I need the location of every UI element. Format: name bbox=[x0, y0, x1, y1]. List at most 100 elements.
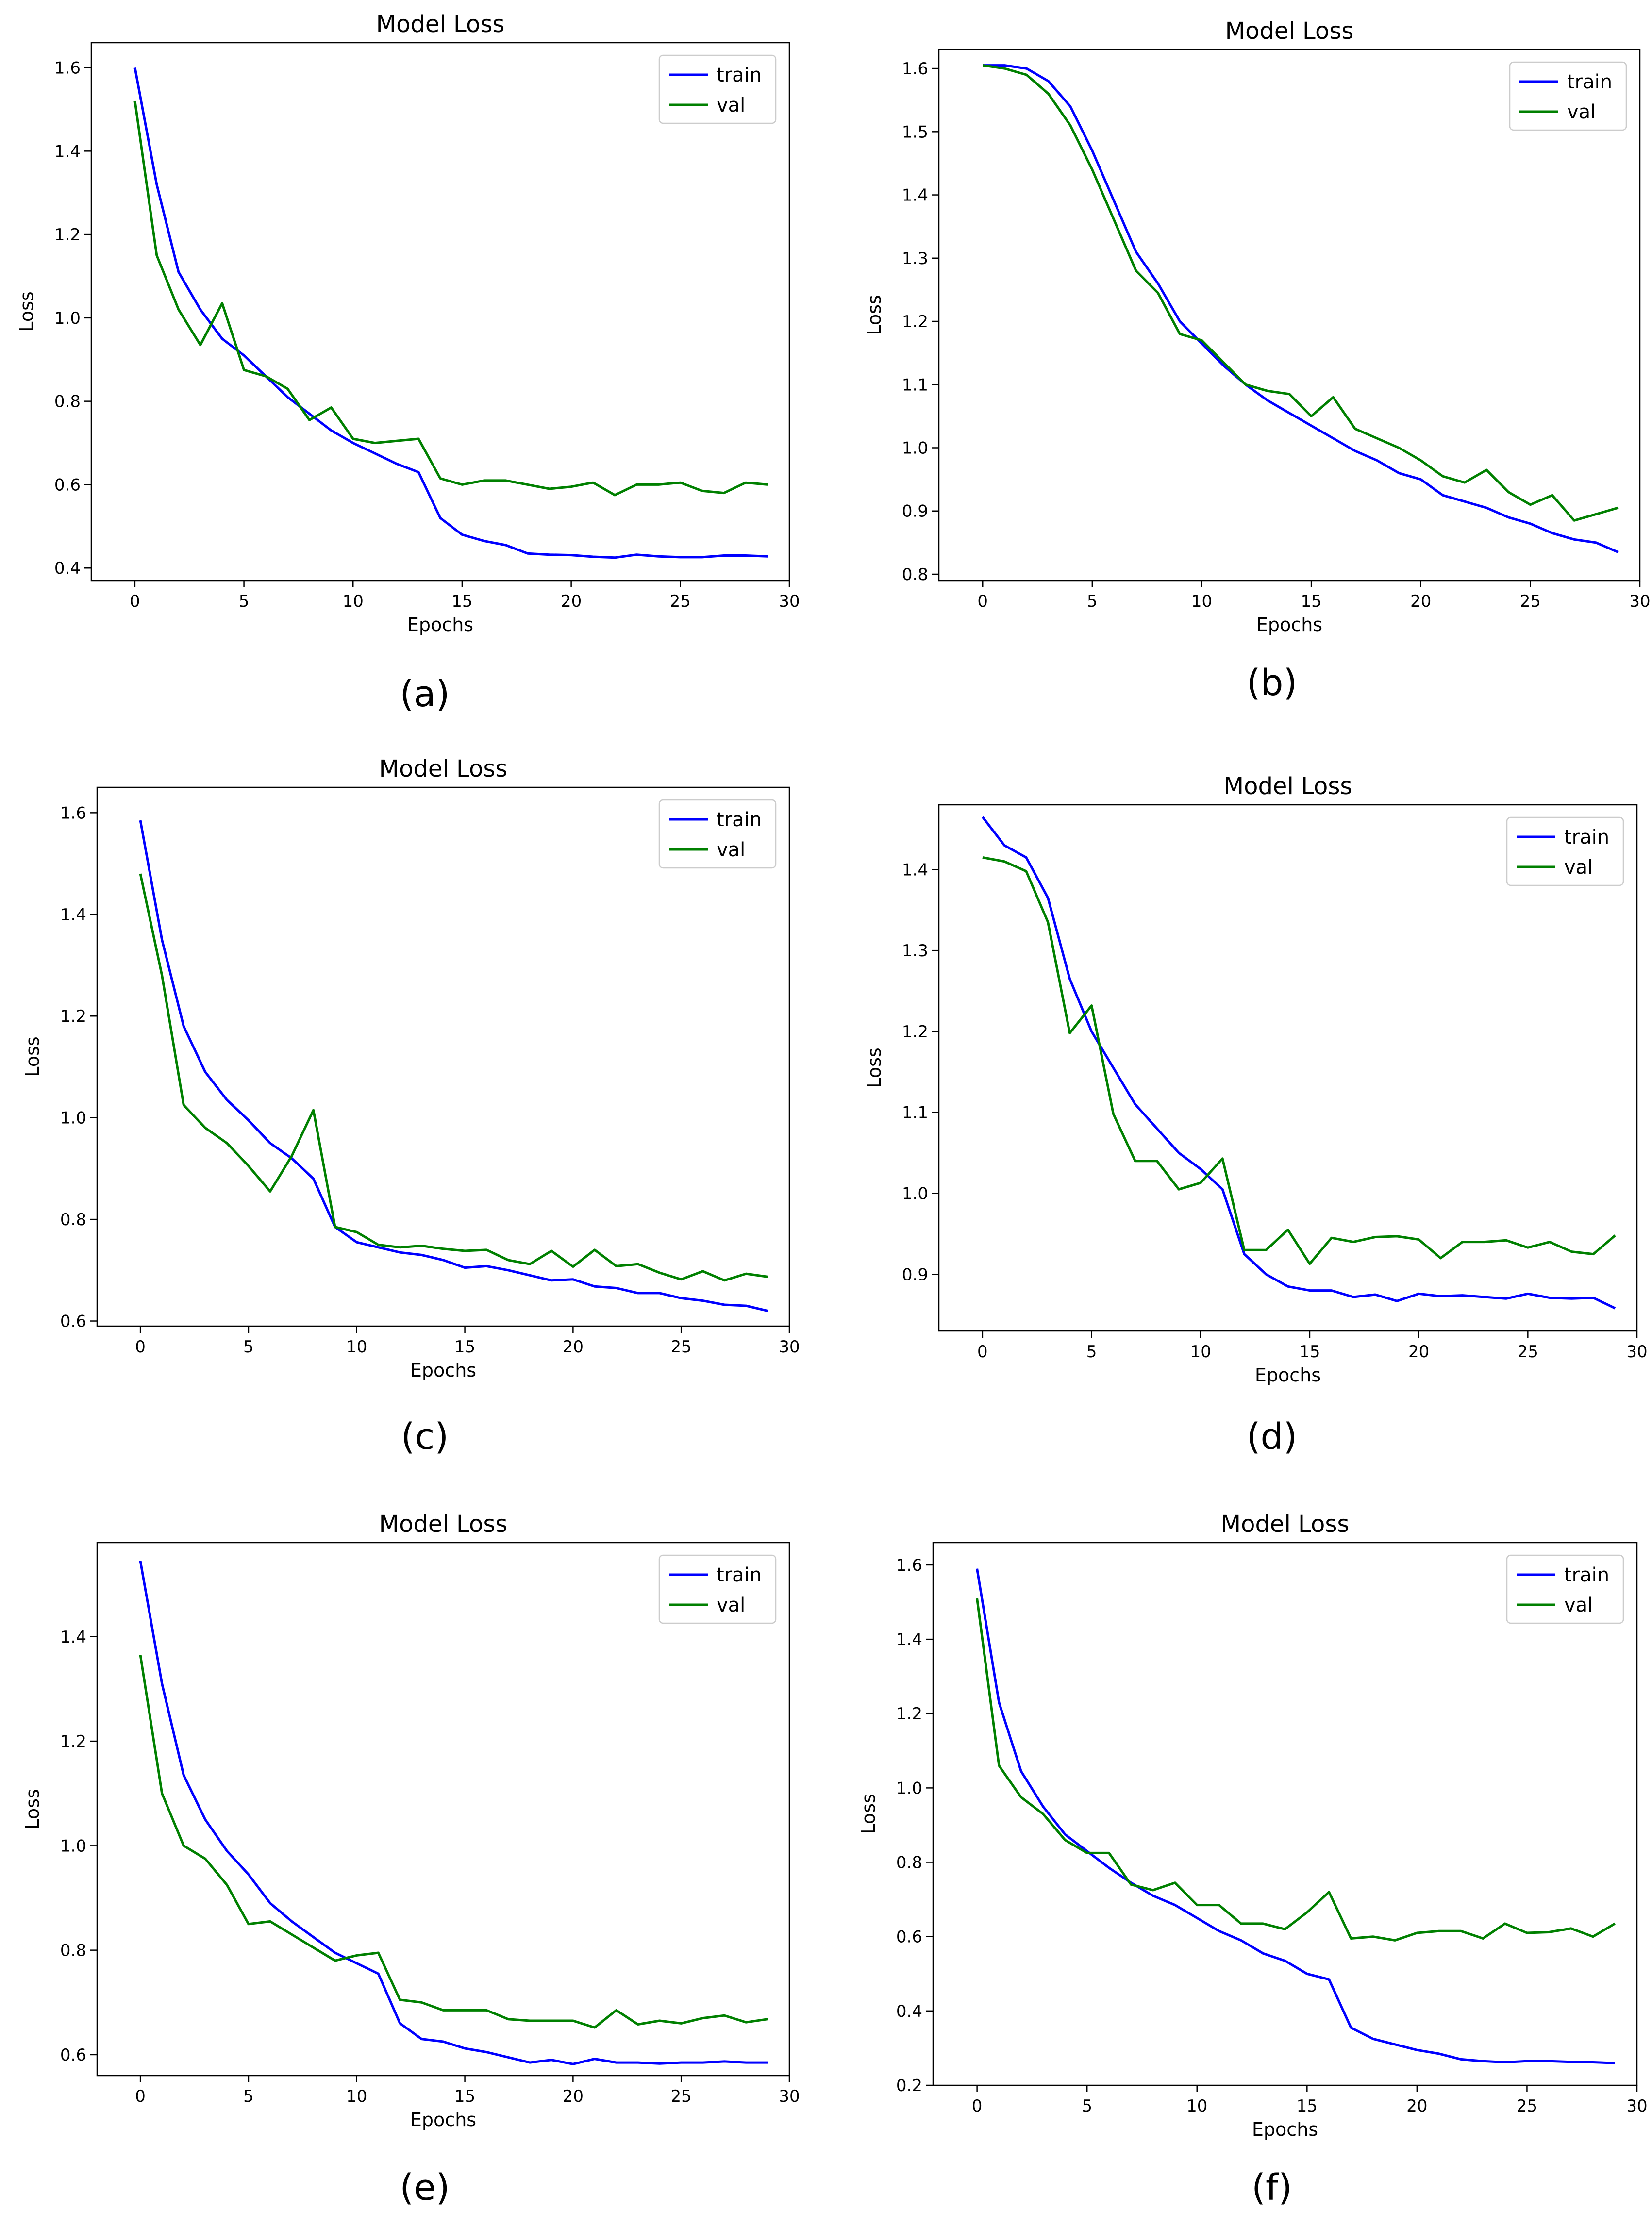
x-tick-label: 15 bbox=[454, 1337, 475, 1357]
x-axis-label: Epochs bbox=[1256, 614, 1322, 635]
series-line-val bbox=[139, 1655, 768, 2029]
y-tick-label: 1.4 bbox=[54, 142, 81, 161]
x-tick-label: 20 bbox=[561, 592, 582, 611]
y-axis-label: Loss bbox=[864, 295, 885, 335]
legend-box bbox=[658, 54, 777, 124]
legend-label-val: val bbox=[1564, 1594, 1593, 1616]
legend-label-train: train bbox=[1564, 1564, 1609, 1586]
x-tick-label: 15 bbox=[1297, 2096, 1318, 2116]
y-tick-label: 1.6 bbox=[902, 59, 928, 79]
series-line-train bbox=[981, 816, 1616, 1310]
x-tick-label: 15 bbox=[1299, 1342, 1320, 1362]
y-tick-label: 1.3 bbox=[902, 941, 928, 961]
x-tick-label: 25 bbox=[1518, 1342, 1538, 1362]
x-tick-label: 25 bbox=[1517, 2096, 1537, 2116]
y-tick-label: 1.0 bbox=[54, 309, 81, 328]
x-axis-label: Epochs bbox=[1252, 2119, 1318, 2140]
series-line-val bbox=[982, 64, 1619, 522]
y-tick-label: 0.4 bbox=[54, 559, 81, 578]
series-line-val bbox=[133, 100, 768, 497]
y-axis-label: Loss bbox=[22, 1789, 43, 1829]
y-tick-label: 0.8 bbox=[60, 1210, 86, 1230]
x-tick-label: 20 bbox=[1408, 1342, 1429, 1362]
chart-title: Model Loss bbox=[1224, 773, 1352, 800]
y-tick-label: 1.5 bbox=[902, 122, 928, 142]
x-tick-label: 0 bbox=[977, 592, 988, 611]
series-line-val bbox=[976, 1598, 1616, 1942]
y-tick-label: 0.6 bbox=[60, 2045, 86, 2065]
x-tick-label: 5 bbox=[1082, 2096, 1092, 2116]
x-tick-label: 0 bbox=[972, 2096, 983, 2116]
legend: train val bbox=[658, 54, 777, 124]
y-tick-label: 0.8 bbox=[896, 1853, 922, 1873]
chart-title: Model Loss bbox=[1225, 17, 1354, 45]
x-tick-label: 30 bbox=[1626, 2096, 1647, 2116]
y-tick-label: 1.1 bbox=[902, 1103, 928, 1123]
y-axis-label: Loss bbox=[858, 1794, 879, 1834]
x-tick-label: 10 bbox=[346, 1337, 367, 1357]
x-tick-label: 0 bbox=[135, 2087, 146, 2106]
y-tick-label: 1.6 bbox=[896, 1556, 922, 1575]
x-tick-label: 0 bbox=[135, 1337, 146, 1357]
y-tick-label: 1.4 bbox=[902, 860, 928, 880]
x-tick-label: 10 bbox=[1191, 592, 1212, 611]
y-tick-label: 1.6 bbox=[60, 803, 86, 823]
x-axis-label: Epochs bbox=[1255, 1364, 1321, 1386]
chart-title: Model Loss bbox=[379, 755, 508, 782]
x-tick-label: 10 bbox=[1186, 2096, 1207, 2116]
panel-caption: (f) bbox=[1252, 2167, 1292, 2209]
legend-label-val: val bbox=[1567, 101, 1596, 123]
x-tick-label: 30 bbox=[779, 592, 800, 611]
x-tick-label: 25 bbox=[1520, 592, 1541, 611]
legend-box bbox=[658, 1554, 777, 1624]
x-tick-label: 5 bbox=[1086, 1342, 1097, 1362]
x-tick-label: 10 bbox=[1190, 1342, 1211, 1362]
y-tick-label: 1.1 bbox=[902, 375, 928, 395]
y-tick-label: 1.0 bbox=[60, 1836, 86, 1856]
y-tick-label: 1.0 bbox=[902, 439, 928, 458]
legend-label-val: val bbox=[717, 94, 745, 116]
x-tick-label: 30 bbox=[1629, 592, 1650, 611]
y-tick-label: 1.2 bbox=[902, 312, 928, 332]
y-tick-label: 1.2 bbox=[54, 225, 81, 245]
x-tick-label: 20 bbox=[1406, 2096, 1427, 2116]
y-tick-label: 0.9 bbox=[902, 502, 928, 521]
plot-frame bbox=[96, 786, 790, 1327]
y-tick-label: 0.4 bbox=[896, 2002, 922, 2021]
x-axis-label: Epochs bbox=[407, 614, 473, 635]
legend-label-train: train bbox=[1567, 71, 1612, 93]
legend-label-train: train bbox=[717, 64, 762, 86]
x-tick-label: 25 bbox=[670, 592, 691, 611]
chart-panel-2: 0 5 10 15 20 25 30 0.8 0.9 1.0 1.1 1.2 1.3 1.4 1.5 1.6 M… bbox=[864, 17, 1651, 704]
series-line-train bbox=[983, 64, 1619, 553]
legend-label-train: train bbox=[717, 1564, 762, 1586]
legend-label-val: val bbox=[717, 839, 745, 861]
legend-label-val: val bbox=[717, 1594, 745, 1616]
x-tick-label: 30 bbox=[779, 1337, 800, 1357]
legend-label-train: train bbox=[1564, 826, 1609, 848]
y-tick-label: 1.0 bbox=[902, 1184, 928, 1203]
series-line-train bbox=[139, 1561, 768, 2065]
y-tick-label: 1.2 bbox=[60, 1007, 86, 1026]
series-line-train bbox=[976, 1568, 1615, 2064]
y-tick-label: 0.8 bbox=[902, 565, 928, 584]
y-tick-label: 1.4 bbox=[60, 1628, 86, 1647]
y-tick-label: 1.4 bbox=[902, 186, 928, 205]
series-line-val bbox=[139, 873, 768, 1282]
chart-title: Model Loss bbox=[1221, 1511, 1350, 1538]
x-tick-label: 20 bbox=[1410, 592, 1431, 611]
y-tick-label: 0.6 bbox=[54, 475, 81, 495]
legend: train val bbox=[1506, 816, 1624, 886]
x-tick-label: 20 bbox=[563, 2087, 584, 2106]
plot-frame bbox=[90, 42, 790, 582]
y-tick-label: 1.2 bbox=[60, 1732, 86, 1751]
x-tick-label: 5 bbox=[243, 2087, 254, 2106]
panel-caption: (a) bbox=[400, 673, 450, 715]
legend-box bbox=[1506, 1554, 1624, 1624]
panel-caption: (b) bbox=[1247, 662, 1298, 704]
chart-title: Model Loss bbox=[379, 1511, 508, 1538]
x-tick-label: 15 bbox=[1301, 592, 1321, 611]
series-line-val bbox=[982, 856, 1616, 1265]
legend-box bbox=[658, 799, 777, 869]
